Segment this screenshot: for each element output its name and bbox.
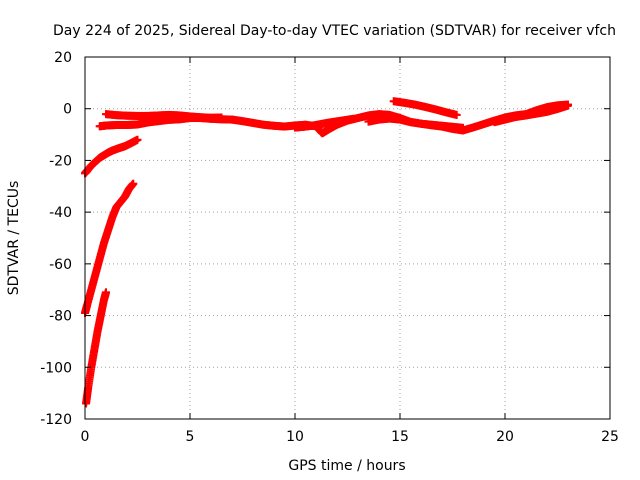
y-tick-label: -20 [49, 153, 72, 169]
x-tick-label: 0 [81, 429, 90, 445]
chart-title: Day 224 of 2025, Sidereal Day-to-day VTE… [53, 23, 616, 39]
x-tick-label: 15 [391, 429, 409, 445]
series-0-track-0 [81, 135, 142, 178]
data-point [129, 179, 138, 188]
y-tick-label: -40 [49, 205, 72, 221]
y-axis-title: SDTVAR / TECUs [6, 181, 22, 296]
series-0-track-6 [291, 114, 358, 132]
y-tick-label: 0 [63, 102, 72, 118]
axes: 0 5 10 15 20 25 20 0 -20 -40 -60 -80 -100 -120 [40, 50, 619, 445]
x-tick-label: 20 [496, 429, 514, 445]
y-tick-label: -100 [40, 360, 72, 376]
y-tick-label: -80 [49, 309, 72, 325]
data-point [102, 288, 110, 297]
data-point [452, 110, 461, 119]
series-0-track-1 [81, 179, 138, 317]
x-axis-title: GPS time / hours [288, 458, 405, 474]
data-point [564, 101, 572, 110]
y-tick-label: -60 [49, 257, 72, 273]
x-tick-label: 10 [286, 429, 304, 445]
y-tick-label: 20 [54, 50, 72, 66]
data-point [349, 114, 358, 123]
data-point [133, 135, 142, 144]
data-points [81, 97, 572, 408]
series-0-track-9 [490, 101, 572, 127]
y-tick-label: -120 [40, 412, 72, 428]
plot-area-frame [84, 56, 611, 420]
data-point [217, 113, 226, 122]
series-0 [81, 97, 572, 408]
series-0-track-8 [389, 97, 461, 119]
series-0-track-7 [364, 114, 467, 132]
series-0-track-4 [102, 110, 226, 122]
data-point [459, 123, 467, 132]
x-tick-label: 5 [186, 429, 195, 445]
x-tick-label: 25 [601, 429, 619, 445]
